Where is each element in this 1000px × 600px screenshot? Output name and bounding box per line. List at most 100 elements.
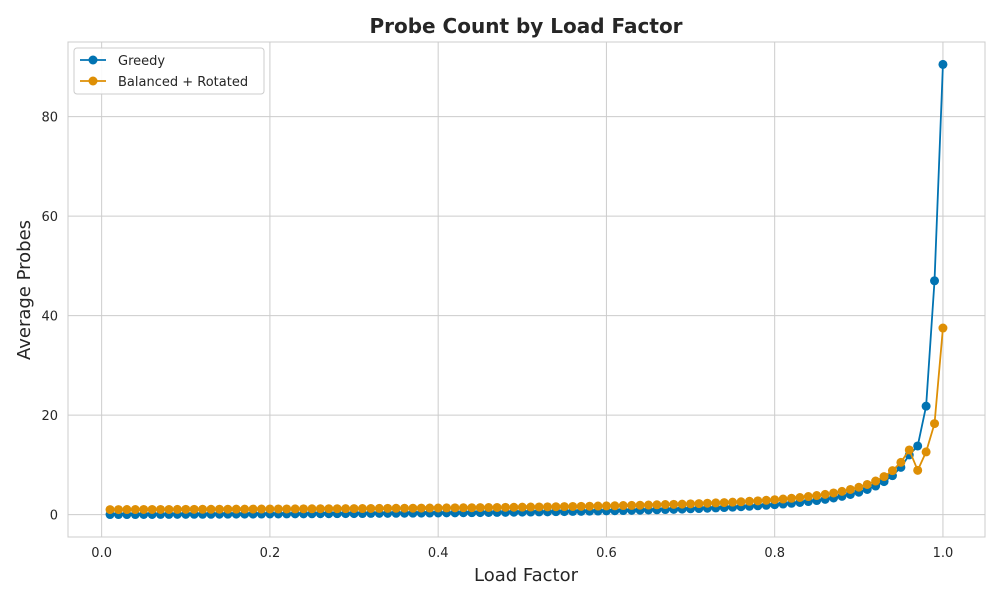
- data-point-balanced-rotated: [442, 503, 452, 513]
- legend-label-greedy: Greedy: [118, 54, 165, 69]
- data-point-balanced-rotated: [627, 500, 637, 510]
- data-point-balanced-rotated: [147, 504, 157, 514]
- data-point-balanced-rotated: [694, 499, 704, 509]
- data-point-balanced-rotated: [265, 504, 275, 514]
- data-point-balanced-rotated: [896, 457, 906, 467]
- data-point-balanced-rotated: [206, 504, 216, 514]
- data-point-balanced-rotated: [585, 501, 595, 511]
- x-tick-label: 0.2: [260, 546, 281, 561]
- data-point-balanced-rotated: [753, 496, 763, 506]
- data-point-balanced-rotated: [829, 488, 839, 498]
- series-balanced-rotated: [105, 323, 948, 515]
- data-point-balanced-rotated: [887, 466, 897, 476]
- data-point-balanced-rotated: [366, 503, 376, 513]
- data-point-balanced-rotated: [282, 504, 292, 514]
- data-point-balanced-rotated: [475, 503, 485, 513]
- data-point-balanced-rotated: [568, 501, 578, 511]
- data-point-balanced-rotated: [660, 500, 670, 510]
- grid-layer: [68, 42, 985, 537]
- data-point-balanced-rotated: [198, 504, 208, 514]
- data-point-balanced-rotated: [307, 504, 317, 514]
- data-point-balanced-rotated: [879, 472, 889, 482]
- data-point-balanced-rotated: [425, 503, 435, 513]
- data-point-balanced-rotated: [181, 504, 191, 514]
- data-point-balanced-rotated: [618, 501, 628, 511]
- series-layer: [105, 59, 948, 520]
- data-point-balanced-rotated: [845, 484, 855, 494]
- data-point-balanced-rotated: [500, 502, 510, 512]
- data-point-balanced-rotated: [736, 497, 746, 507]
- data-point-greedy: [913, 441, 923, 451]
- y-tick-label: 60: [41, 210, 58, 225]
- y-tick-label: 20: [41, 409, 58, 424]
- data-point-balanced-rotated: [357, 504, 367, 514]
- data-point-balanced-rotated: [904, 445, 914, 455]
- data-point-balanced-rotated: [214, 504, 224, 514]
- x-tick-label: 0.6: [596, 546, 617, 561]
- data-point-balanced-rotated: [778, 494, 788, 504]
- legend-marker-balanced-rotated: [88, 76, 98, 86]
- data-point-balanced-rotated: [164, 504, 174, 514]
- data-point-balanced-rotated: [770, 495, 780, 505]
- data-point-balanced-rotated: [341, 504, 351, 514]
- data-point-balanced-rotated: [139, 504, 149, 514]
- data-point-balanced-rotated: [240, 504, 250, 514]
- data-point-balanced-rotated: [517, 502, 527, 512]
- data-point-balanced-rotated: [930, 419, 940, 429]
- data-point-balanced-rotated: [837, 486, 847, 496]
- data-point-balanced-rotated: [172, 504, 182, 514]
- data-point-balanced-rotated: [551, 502, 561, 512]
- data-point-balanced-rotated: [492, 502, 502, 512]
- data-point-balanced-rotated: [416, 503, 426, 513]
- data-point-balanced-rotated: [391, 503, 401, 513]
- data-point-balanced-rotated: [938, 323, 948, 333]
- data-point-balanced-rotated: [677, 499, 687, 509]
- data-point-balanced-rotated: [299, 504, 309, 514]
- data-point-balanced-rotated: [290, 504, 300, 514]
- data-point-balanced-rotated: [871, 476, 881, 486]
- y-tick-label: 40: [41, 310, 58, 325]
- data-point-balanced-rotated: [400, 503, 410, 513]
- data-point-balanced-rotated: [913, 465, 923, 475]
- x-tick-label: 0.0: [91, 546, 112, 561]
- data-point-balanced-rotated: [719, 498, 729, 508]
- data-point-balanced-rotated: [433, 503, 443, 513]
- x-tick-label: 1.0: [933, 546, 954, 561]
- tick-layer: 0.0 0.2 0.4 0.6 0.8 1.0 0 20 40 60 80: [41, 111, 953, 561]
- data-point-balanced-rotated: [349, 504, 359, 514]
- data-point-balanced-rotated: [332, 504, 342, 514]
- data-point-greedy: [930, 276, 940, 286]
- legend-marker-greedy: [88, 55, 98, 65]
- data-point-balanced-rotated: [105, 505, 115, 515]
- data-point-balanced-rotated: [744, 496, 754, 506]
- data-point-balanced-rotated: [635, 500, 645, 510]
- data-point-balanced-rotated: [113, 505, 123, 515]
- data-point-balanced-rotated: [559, 502, 569, 512]
- data-point-balanced-rotated: [458, 503, 468, 513]
- data-point-balanced-rotated: [130, 505, 140, 515]
- data-point-balanced-rotated: [257, 504, 266, 514]
- data-point-greedy: [921, 401, 931, 411]
- data-point-balanced-rotated: [787, 493, 796, 503]
- data-point-balanced-rotated: [273, 504, 283, 514]
- plot-frame: [67, 41, 986, 538]
- x-tick-label: 0.4: [428, 546, 449, 561]
- legend-label-balanced-rotated: Balanced + Rotated: [118, 75, 248, 90]
- data-point-balanced-rotated: [534, 502, 544, 512]
- data-point-balanced-rotated: [862, 479, 872, 489]
- data-point-balanced-rotated: [686, 499, 696, 509]
- y-tick-label: 80: [41, 111, 58, 126]
- data-point-balanced-rotated: [652, 500, 662, 510]
- legend-frame: [73, 47, 265, 95]
- data-point-balanced-rotated: [122, 505, 132, 515]
- data-point-balanced-rotated: [728, 497, 738, 507]
- data-point-balanced-rotated: [702, 498, 712, 508]
- data-point-balanced-rotated: [795, 493, 805, 502]
- x-axis-label: Load Factor: [474, 565, 579, 586]
- data-point-balanced-rotated: [484, 503, 494, 512]
- data-point-balanced-rotated: [315, 504, 325, 514]
- data-point-greedy: [938, 59, 948, 69]
- data-point-balanced-rotated: [593, 501, 603, 511]
